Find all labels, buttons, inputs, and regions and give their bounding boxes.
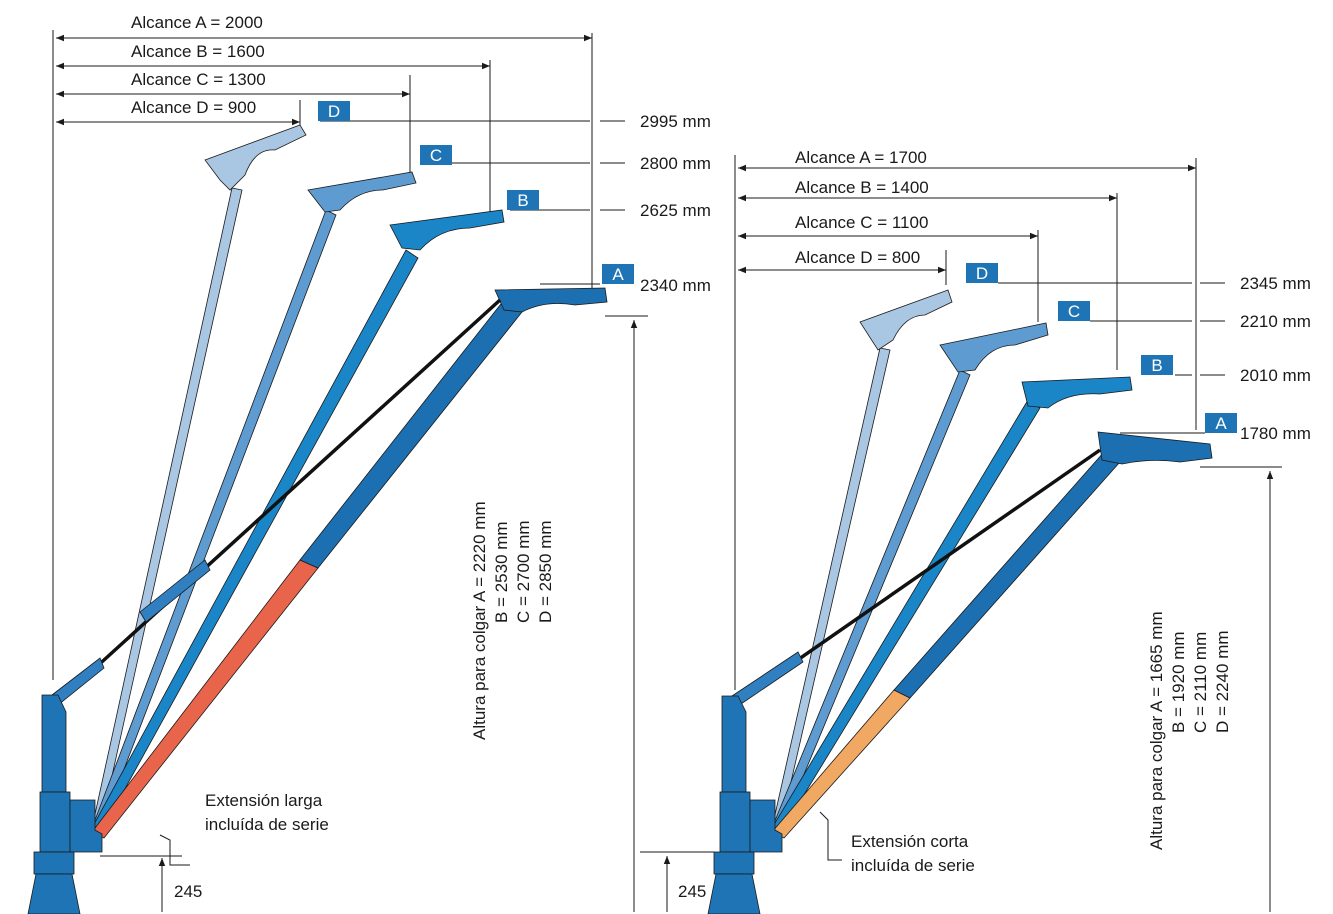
- left-head-c: [307, 171, 417, 213]
- left-reach-c-label: Alcance C = 1300: [131, 70, 266, 89]
- right-tag-a: [1205, 413, 1237, 433]
- right-base-label: 245: [678, 882, 706, 901]
- left-height-b: 2625 mm: [640, 201, 711, 220]
- left-reach-d-label: Alcance D = 900: [131, 98, 256, 117]
- left-tag-a-text: A: [612, 265, 624, 284]
- right-tag-c: [1058, 301, 1090, 321]
- right-note-line1: Extensión corta: [851, 832, 969, 851]
- left-note-line2: incluída de serie: [205, 815, 329, 834]
- left-reach-b-label: Alcance B = 1600: [131, 42, 265, 61]
- left-tag-d: [318, 101, 350, 121]
- left-hang-line2: B = 2530 mm: [492, 521, 511, 623]
- right-hang-line2: B = 1920 mm: [1169, 631, 1188, 733]
- right-hang-line1: Altura para colgar A = 1665 mm: [1147, 611, 1166, 850]
- left-hang-line3: C = 2700 mm: [514, 520, 533, 623]
- right-reach-a-label: Alcance A = 1700: [795, 148, 927, 167]
- right-height-d: 2345 mm: [1240, 274, 1311, 293]
- left-tag-c: [420, 145, 452, 165]
- right-tag-d: [966, 263, 998, 283]
- left-tie-rod: [58, 298, 502, 702]
- right-hang-line4: D = 2240 mm: [1213, 630, 1232, 733]
- left-head-d: [204, 124, 307, 191]
- left-base: [33, 851, 75, 875]
- right-tag-d-text: D: [976, 264, 988, 283]
- right-hang-heights: Altura para colgar A = 1665 mm B = 1920 …: [1147, 611, 1232, 850]
- left-tag-b: [507, 190, 539, 210]
- right-arm-c: [771, 369, 971, 833]
- right-head-b: [1021, 376, 1133, 409]
- left-head-b: [389, 209, 505, 251]
- left-arm-b: [91, 249, 419, 835]
- left-tag-a: [602, 264, 634, 284]
- right-tag-b: [1141, 355, 1173, 375]
- left-note-line1: Extensión larga: [205, 791, 323, 810]
- right-reach-d-label: Alcance D = 800: [795, 248, 920, 267]
- left-head-a: [494, 287, 608, 313]
- left-hang-heights: Altura para colgar A = 2220 mm B = 2530 …: [470, 501, 555, 740]
- right-column: [721, 695, 747, 793]
- left-hang-line1: Altura para colgar A = 2220 mm: [470, 501, 489, 740]
- right-head-a: [1097, 431, 1213, 465]
- left-height-c: 2800 mm: [640, 154, 711, 173]
- left-tag-d-text: D: [328, 102, 340, 121]
- right-crane: Alcance A = 1700 Alcance B = 1400 Alcanc…: [640, 148, 1311, 914]
- right-tag-b-text: B: [1151, 356, 1162, 375]
- right-head-d: [859, 289, 953, 351]
- right-tag-c-text: C: [1068, 302, 1080, 321]
- right-reach-c-label: Alcance C = 1100: [795, 213, 928, 232]
- right-arm-b: [771, 399, 1041, 835]
- left-reach-a-label: Alcance A = 2000: [131, 13, 263, 32]
- right-height-a: 1780 mm: [1240, 424, 1311, 443]
- right-note-line2: incluída de serie: [851, 856, 975, 875]
- left-height-d: 2995 mm: [640, 112, 711, 131]
- left-hang-line4: D = 2850 mm: [536, 520, 555, 623]
- left-column: [41, 694, 67, 793]
- left-base-label: 245: [174, 882, 202, 901]
- right-height-b: 2010 mm: [1240, 366, 1311, 385]
- left-tag-c-text: C: [430, 146, 442, 165]
- left-tag-b-text: B: [517, 191, 528, 210]
- left-height-a: 2340 mm: [640, 276, 711, 295]
- right-base: [713, 851, 755, 875]
- right-tag-a-text: A: [1215, 414, 1227, 433]
- right-reach-b-label: Alcance B = 1400: [795, 178, 929, 197]
- right-height-c: 2210 mm: [1240, 312, 1311, 331]
- right-head-c: [939, 322, 1049, 373]
- left-crane: Alcance A = 2000 Alcance B = 1600 Alcanc…: [27, 12, 711, 914]
- right-hang-line3: C = 2110 mm: [1191, 632, 1210, 733]
